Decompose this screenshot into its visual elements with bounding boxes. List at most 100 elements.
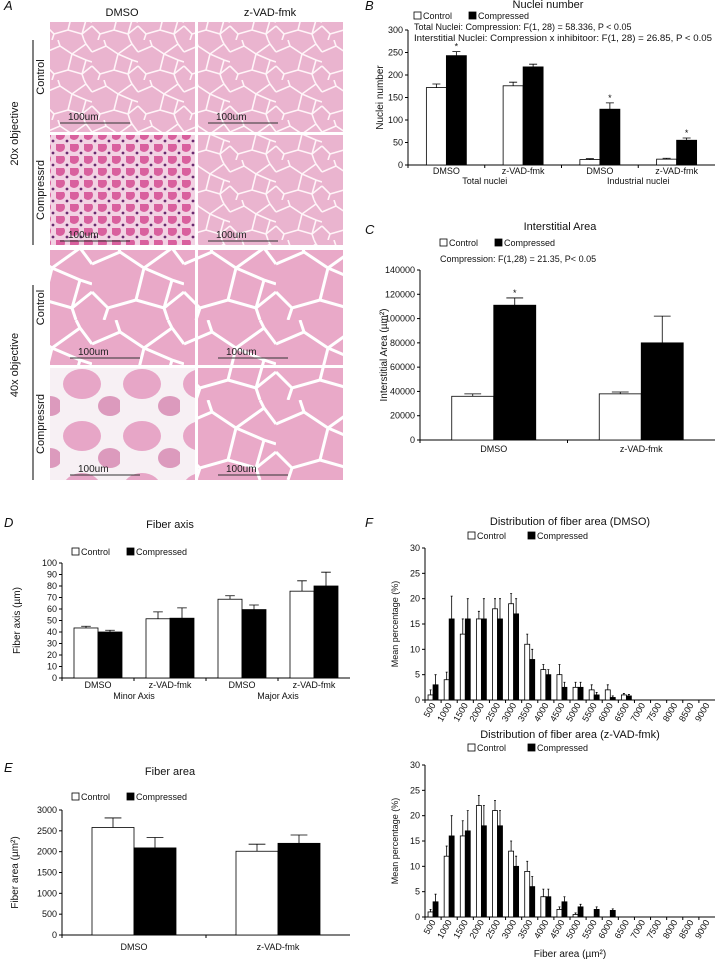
- bar: [497, 825, 503, 918]
- micrograph: [50, 250, 195, 365]
- bar: [464, 830, 471, 918]
- error-bar: [146, 837, 164, 848]
- y-axis-label: Interstitial Area (µm²): [379, 308, 390, 401]
- bar: [480, 618, 487, 701]
- error-bar: [526, 633, 529, 645]
- y-tick-label: 100: [388, 115, 403, 125]
- group-label: Industrial nuclei: [607, 176, 670, 186]
- bar: [427, 911, 434, 918]
- error-bar: [605, 102, 614, 110]
- legend-label: Compressed: [136, 547, 187, 557]
- error-bar: [563, 681, 566, 688]
- bar: [577, 686, 584, 701]
- bar: [241, 609, 267, 679]
- x-tick-label: 9000: [693, 701, 712, 723]
- bar: [492, 608, 498, 701]
- error-bar: [445, 671, 448, 680]
- y-axis-label: Fiber area (µm²): [10, 836, 21, 908]
- x-tick-label: z-VAD-fmk: [655, 166, 698, 176]
- error-bar: [558, 906, 561, 910]
- error-bar: [477, 795, 480, 806]
- y-tick-label: 50: [47, 616, 57, 626]
- error-bar: [510, 840, 513, 852]
- x-tick-label: z-VAD-fmk: [502, 166, 545, 176]
- significance-marker: *: [685, 128, 689, 138]
- y-tick-label: 5: [415, 670, 420, 680]
- y-tick-label: 0: [398, 160, 403, 170]
- bar: [451, 395, 495, 441]
- y-tick-label: 100: [42, 558, 57, 568]
- bar: [217, 598, 243, 679]
- bar: [443, 855, 450, 918]
- y-tick-label: 120000: [385, 289, 415, 299]
- x-tick-label: 2500: [484, 701, 503, 723]
- error-bar: [547, 669, 550, 675]
- x-tick-label: 4500: [548, 701, 567, 723]
- chart-title: Distribution of fiber area (z-VAD-fmk): [480, 729, 660, 741]
- y-axis-label: Nuclei number: [375, 65, 386, 130]
- scale-label: 100um: [78, 464, 109, 475]
- bar: [425, 87, 447, 166]
- bar: [572, 686, 579, 701]
- section-label: 40x objective: [9, 333, 21, 397]
- error-bar: [682, 137, 691, 141]
- x-tick-label: 3500: [516, 701, 535, 723]
- error-bar: [499, 598, 501, 619]
- y-tick-label: 30: [410, 543, 420, 553]
- legend-swatch: [467, 743, 476, 752]
- bar: [277, 842, 321, 936]
- y-tick-label: 20000: [390, 411, 415, 421]
- x-tick-label: DMSO: [480, 444, 507, 454]
- x-tick-label: 9000: [693, 918, 712, 940]
- bar: [513, 613, 520, 701]
- bar: [572, 914, 579, 918]
- y-tick-label: 20: [410, 811, 420, 821]
- panel-label: E: [4, 760, 13, 775]
- bar: [169, 617, 195, 679]
- y-tick-label: 0: [415, 695, 420, 705]
- bar: [556, 909, 563, 918]
- bar: [497, 618, 503, 701]
- panel-label: A: [3, 0, 13, 13]
- y-tick-label: 30: [47, 639, 57, 649]
- error-bar: [611, 695, 614, 698]
- error-bar: [606, 684, 609, 690]
- y-tick-label: 1500: [37, 868, 57, 878]
- error-bar: [531, 876, 534, 887]
- error-bar: [249, 604, 259, 610]
- x-tick-label: 8000: [661, 701, 680, 723]
- bar: [524, 643, 531, 701]
- error-bar: [445, 845, 448, 857]
- annotation: Interstitial Nuclei: Compression x inhib…: [414, 33, 712, 43]
- x-axis-label: Fiber area (µm²): [534, 949, 606, 960]
- x-tick-label: DMSO: [85, 680, 112, 690]
- bar: [561, 686, 568, 701]
- legend-label: Compressed: [537, 531, 588, 541]
- y-tick-label: 50: [393, 138, 403, 148]
- y-tick-label: 30: [410, 760, 420, 770]
- bar: [475, 618, 482, 701]
- y-axis-label: Mean percentage (%): [390, 798, 400, 885]
- legend-swatch: [494, 238, 503, 247]
- error-bar: [627, 694, 630, 696]
- bar: [609, 910, 616, 918]
- scale-label: 100um: [226, 347, 257, 358]
- error-bar: [611, 908, 614, 911]
- bar: [492, 810, 498, 918]
- x-tick-label: 1000: [435, 701, 454, 723]
- scale-label: 100um: [216, 230, 247, 241]
- x-tick-label: 1000: [435, 918, 454, 940]
- chart-title: Fiber area: [145, 766, 196, 778]
- x-tick-label: 8500: [677, 918, 696, 940]
- y-tick-label: 25: [410, 568, 420, 578]
- x-tick-label: 3000: [500, 918, 519, 940]
- bar: [540, 896, 547, 918]
- bar: [480, 825, 487, 918]
- error-bar: [542, 664, 545, 670]
- bar: [493, 304, 537, 441]
- x-tick-label: 4000: [532, 918, 551, 940]
- chart-title: Nuclei number: [513, 0, 584, 11]
- x-tick-label: DMSO: [229, 680, 256, 690]
- micrograph: [50, 22, 195, 132]
